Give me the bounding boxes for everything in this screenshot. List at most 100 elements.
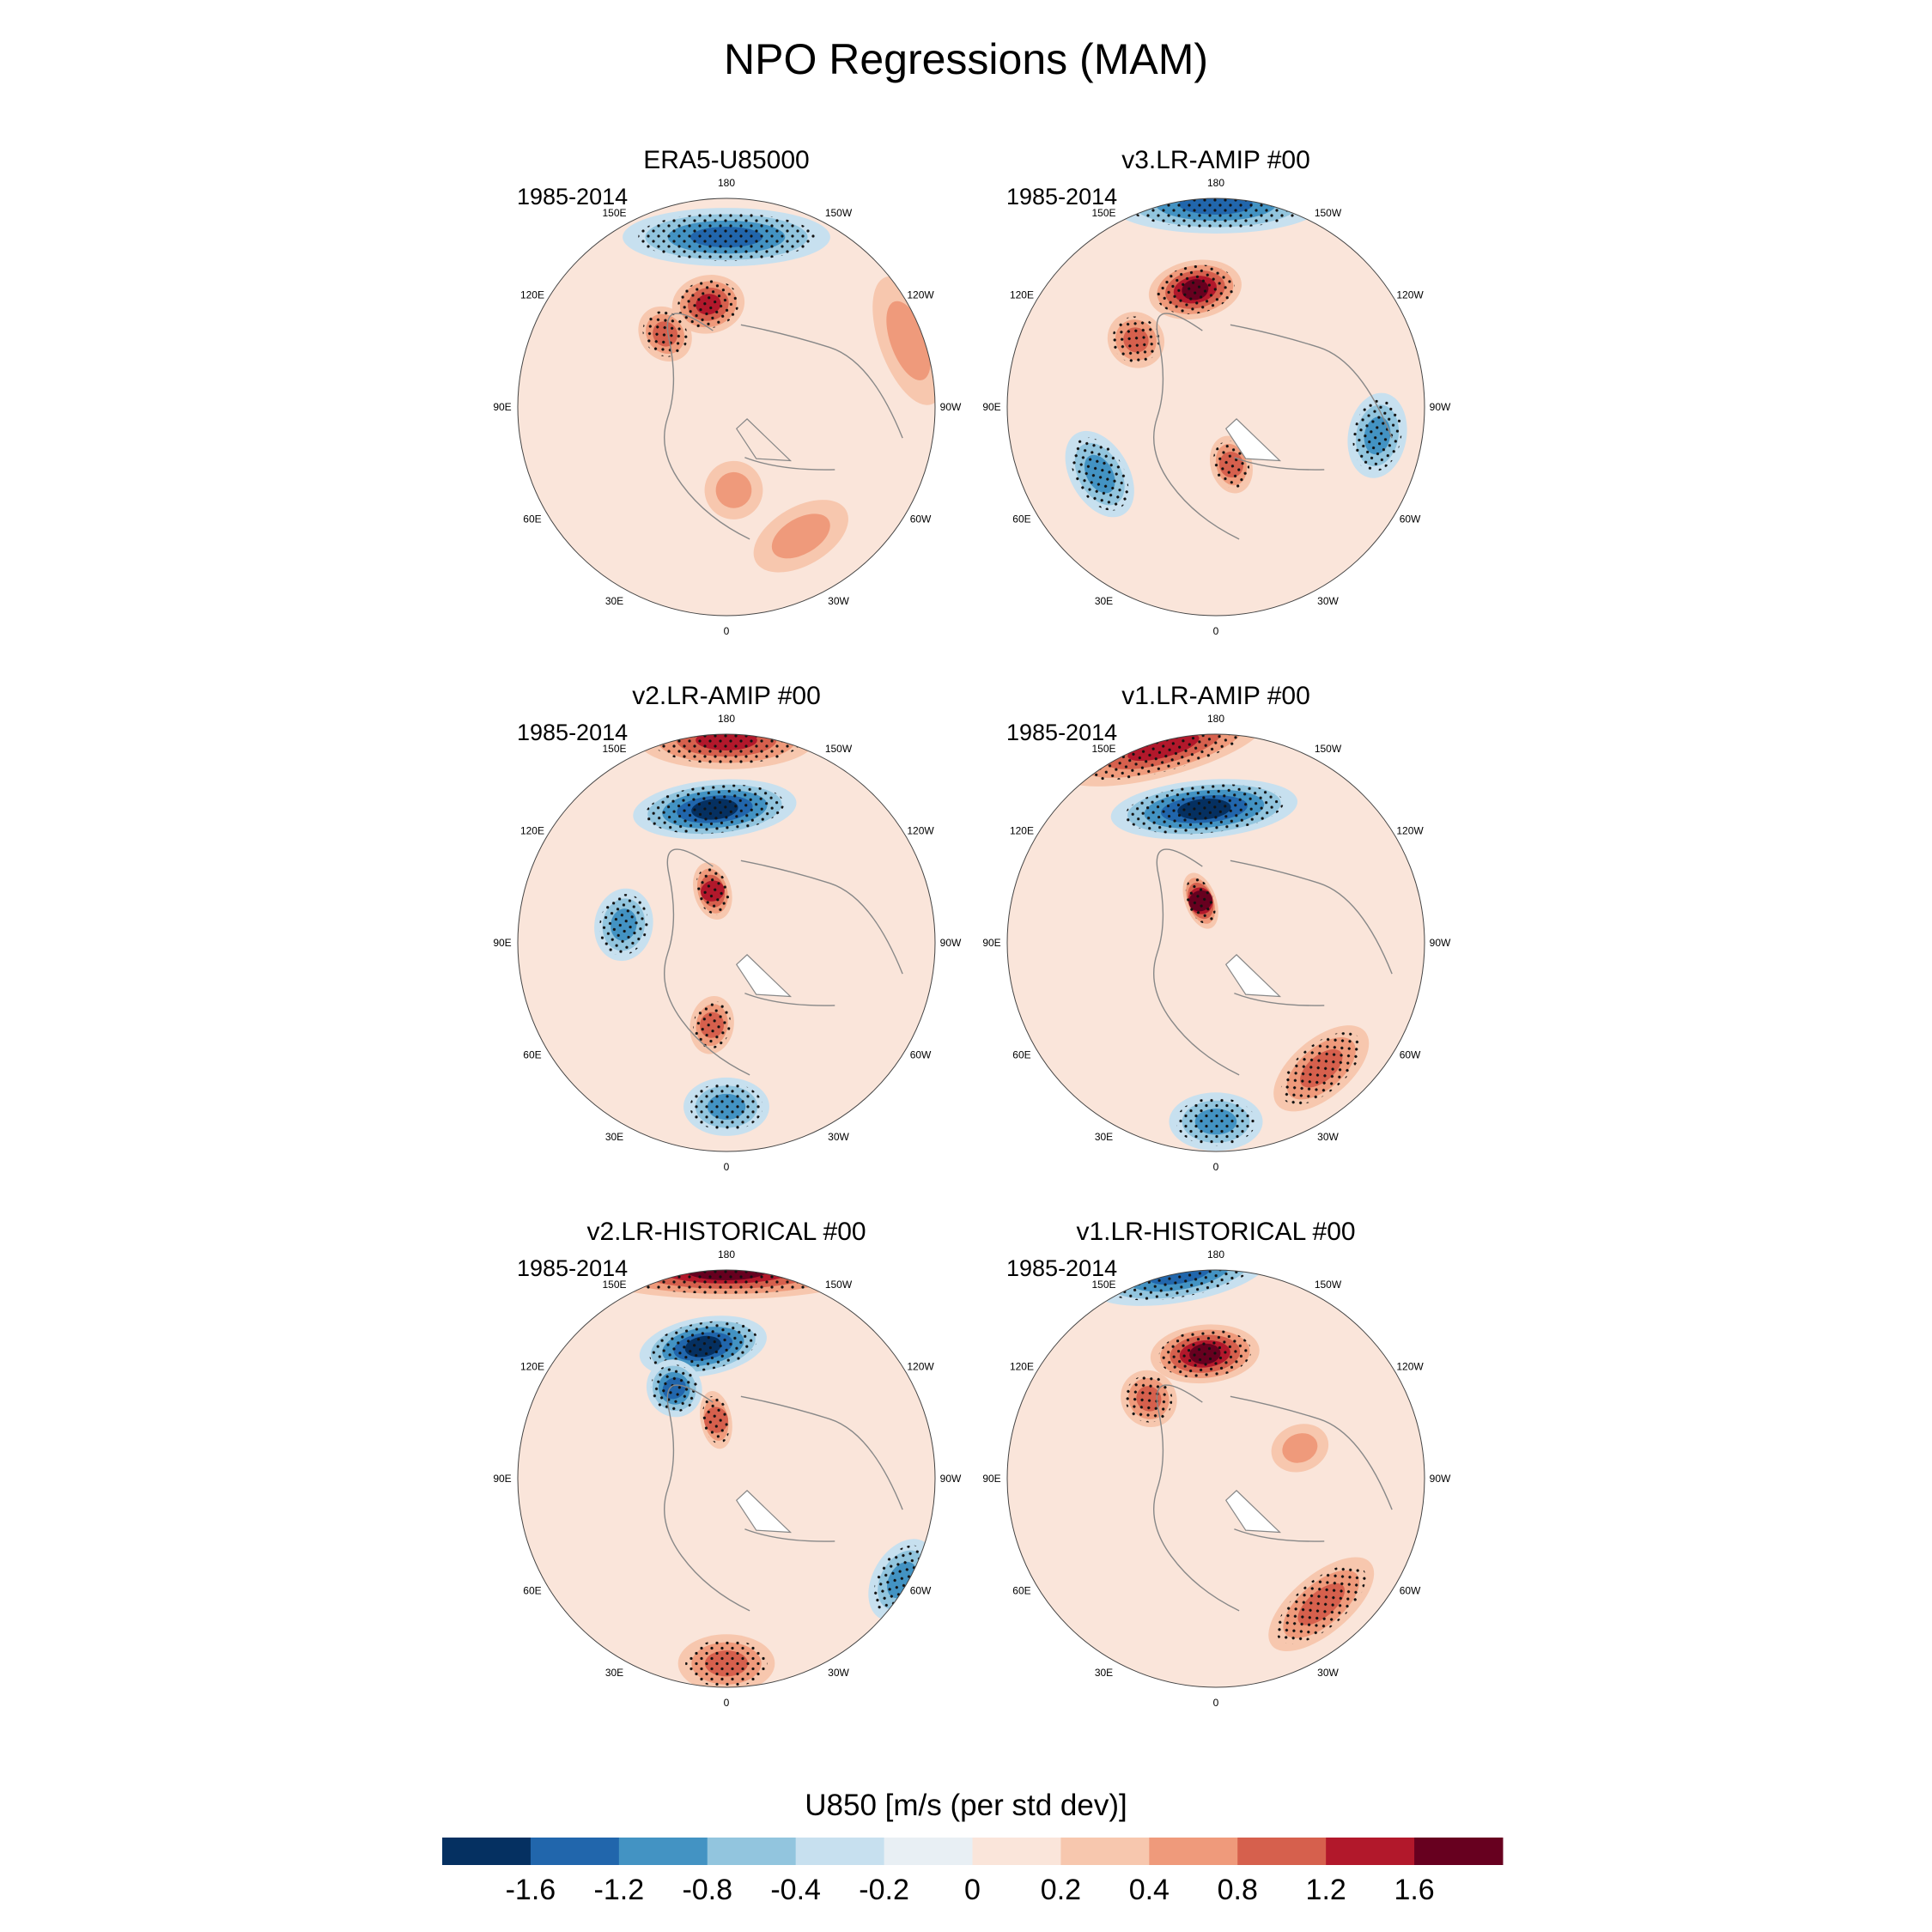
longitude-label: 30W [1317,595,1339,607]
significance-stipple [1125,198,1307,228]
longitude-label: 120W [907,825,934,837]
longitude-label: 180 [718,177,735,189]
significance-stipple [650,1364,698,1413]
polar-map: 180 150E 120E 90E 60E 30E 0 30W 60W 90W 120W 150W [982,1249,1451,1709]
longitude-label: 60W [1400,1585,1421,1597]
longitude-label: 30E [605,1131,623,1143]
colorbar-swatch [530,1838,620,1865]
colorbar-swatch [1237,1838,1327,1865]
longitude-label: 60W [1400,513,1421,526]
longitude-label: 150W [1315,207,1342,219]
coastline [663,313,903,540]
longitude-label: 90E [493,937,511,949]
colorbar-swatch [442,1838,532,1865]
longitude-label: 60E [1012,513,1030,526]
colorbar-tick-label: 0 [964,1874,981,1906]
longitude-label: 0 [724,1161,730,1173]
significance-stipple [693,1000,731,1049]
longitude-label: 90E [982,937,1000,949]
significance-stipple [1112,316,1160,364]
longitude-label: 120W [907,289,934,301]
longitude-label: 120E [1010,289,1034,301]
colorbar-swatch [1414,1838,1504,1865]
longitude-label: 150W [825,743,853,755]
longitude-label: 0 [1213,625,1219,637]
anomaly-contour [886,301,931,380]
panel-v2-historical: v2.LR-HISTORICAL #00 1985-2014 180 150E 12… [486,1218,1036,1709]
coastline [1152,848,1393,1076]
longitude-label: 150E [602,743,626,755]
longitude-label: 150E [1091,1279,1115,1291]
longitude-label: 180 [1207,177,1224,189]
significance-stipple [651,734,802,764]
colorbar-tick-label: 1.2 [1306,1874,1346,1906]
significance-stipple [702,1395,730,1444]
polar-map: 180 150E 120E 90E 60E 30E 0 30W 60W 90W 120W 150W [493,713,962,1173]
longitude-label: 90W [940,1473,962,1485]
longitude-label: 120W [1396,1361,1424,1373]
greenland-outline [735,954,793,998]
colorbar-tick-label: -1.2 [594,1874,645,1906]
longitude-label: 30W [828,1131,849,1143]
colorbar-swatch [707,1838,797,1865]
longitude-label: 60E [1012,1585,1030,1597]
longitude-label: 60W [910,1585,932,1597]
greenland-outline [735,1490,793,1534]
significance-stipple [645,784,785,835]
longitude-label: 150W [1315,743,1342,755]
colorbar-tick-label: -0.2 [859,1874,909,1906]
longitude-label: 150W [1315,1279,1342,1291]
significance-stipple [1155,264,1235,314]
panel-title: ERA5-U85000 [643,146,810,174]
longitude-label: 60W [910,1049,932,1061]
panel-v2-amip: v2.LR-AMIP #00 1985-2014 180 150E 120E 90E 6… [486,682,1036,1173]
colorbar-tick-label: -0.8 [682,1874,732,1906]
longitude-label: 90E [493,1473,511,1485]
longitude-label: 30W [828,595,849,607]
map-boundary [1006,197,1425,617]
panel-title: v2.LR-HISTORICAL #00 [586,1218,866,1246]
anomaly-contour [1282,1433,1318,1463]
anomaly-contour [715,471,752,508]
panel-title: v1.LR-AMIP #00 [1121,682,1310,710]
panel-v1-historical: v1.LR-HISTORICAL #00 1985-2014 180 150E 12… [975,1218,1525,1709]
longitude-label: 180 [718,1249,735,1261]
longitude-label: 30W [828,1667,849,1679]
map-boundary [517,733,936,1152]
coastline [663,848,903,1076]
significance-stipple [1276,1564,1366,1644]
significance-stipple [1212,440,1250,489]
panel-period: 1985-2014 [517,720,629,745]
colorbar-tick-label: 0.4 [1129,1874,1170,1906]
panel-period: 1985-2014 [517,184,629,210]
panel-v3-amip: v3.LR-AMIP #00 1985-2014 180 150E 120E 90E 6… [975,146,1525,637]
longitude-label: 60E [523,1585,541,1597]
significance-stipple [685,1639,768,1687]
significance-stipple [1125,784,1284,835]
significance-stipple [1280,1031,1362,1105]
longitude-label: 30E [605,1667,623,1679]
panel-title: v3.LR-AMIP #00 [1121,146,1310,174]
colorbar-swatch [1149,1838,1238,1865]
figure-title: NPO Regressions (MAM) [724,35,1208,83]
significance-stipple [1071,437,1129,511]
significance-stipple [1076,734,1251,781]
longitude-label: 30W [1317,1667,1339,1679]
longitude-label: 60E [1012,1049,1030,1061]
significance-stipple [690,1082,763,1131]
longitude-label: 150E [602,207,626,219]
longitude-label: 150E [1091,743,1115,755]
map-boundary [1006,733,1425,1152]
longitude-label: 150E [1091,207,1115,219]
longitude-label: 90E [982,401,1000,413]
colorbar-swatch [884,1838,973,1865]
longitude-label: 0 [724,625,730,637]
longitude-label: 120E [1010,1361,1034,1373]
longitude-label: 30W [1317,1131,1339,1143]
map-boundary [517,197,936,617]
significance-stipple [1176,1097,1256,1146]
longitude-label: 90W [940,937,962,949]
longitude-label: 30E [605,595,623,607]
longitude-label: 120E [520,1361,544,1373]
longitude-label: 0 [1213,1161,1219,1173]
